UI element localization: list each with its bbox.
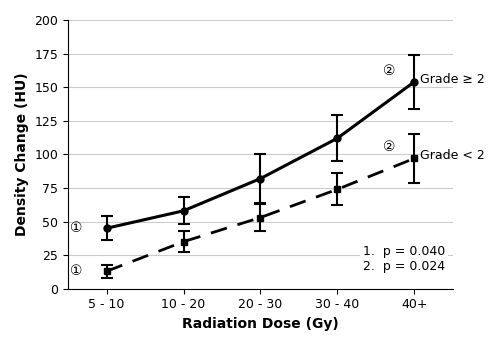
- Text: ①: ①: [70, 264, 82, 278]
- Text: 1.  p = 0.040
2.  p = 0.024: 1. p = 0.040 2. p = 0.024: [363, 245, 445, 273]
- Y-axis label: Density Change (HU): Density Change (HU): [15, 73, 29, 236]
- Text: ②: ②: [383, 64, 396, 78]
- X-axis label: Radiation Dose (Gy): Radiation Dose (Gy): [182, 317, 339, 331]
- Text: Grade ≥ 2: Grade ≥ 2: [420, 73, 485, 85]
- Text: ②: ②: [383, 140, 396, 154]
- Text: Grade < 2: Grade < 2: [420, 149, 485, 162]
- Text: ①: ①: [70, 221, 82, 235]
